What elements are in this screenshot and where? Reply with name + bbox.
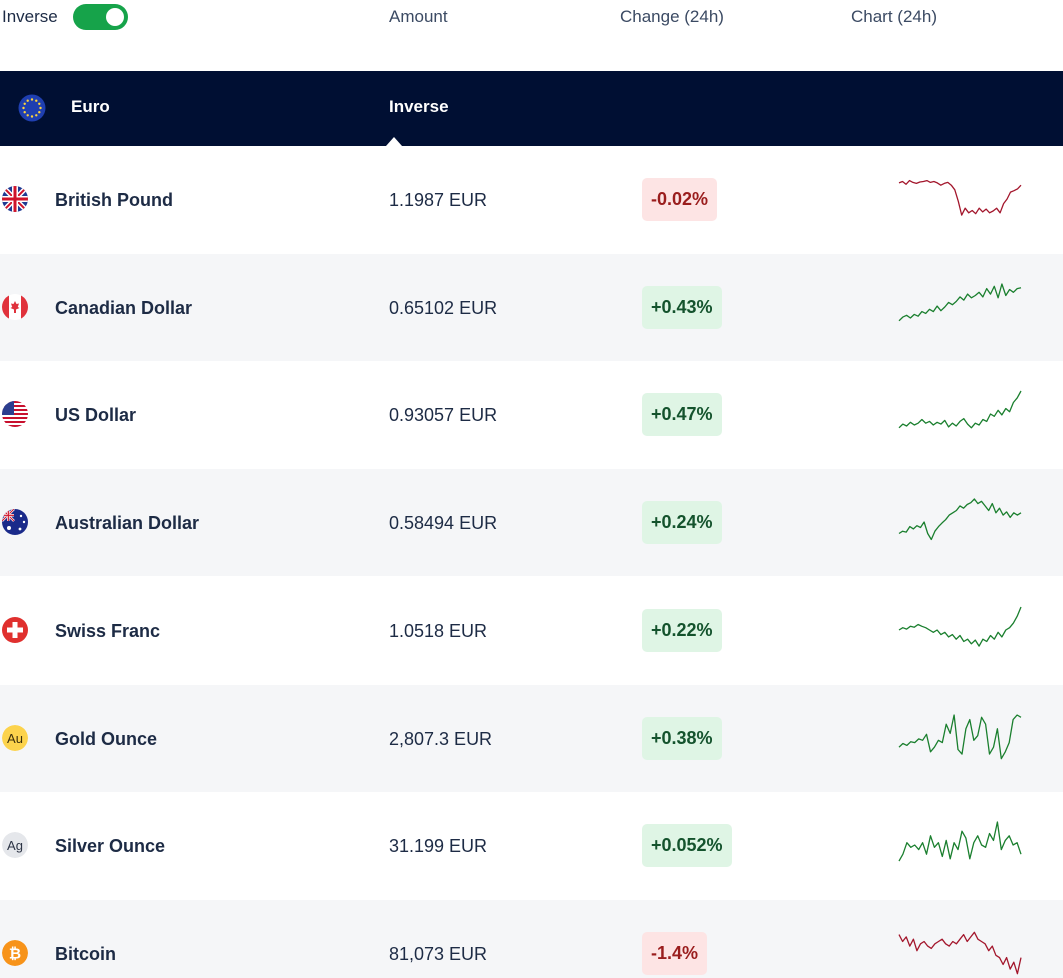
currency-amount: 0.58494 EUR bbox=[389, 513, 498, 533]
currency-name[interactable]: Gold Ounce bbox=[55, 729, 158, 749]
australia-flag-icon bbox=[2, 509, 28, 535]
bitcoin-icon: ₿ bbox=[2, 940, 28, 966]
inverse-toggle-label: Inverse bbox=[2, 7, 58, 26]
currency-amount: 1.1987 EUR bbox=[389, 190, 488, 210]
change-badge: +0.22% bbox=[642, 609, 722, 652]
svg-text:Ag: Ag bbox=[7, 838, 23, 853]
sparkline-series bbox=[898, 179, 1022, 216]
change-badge: +0.38% bbox=[642, 717, 722, 760]
sparkline-chart bbox=[898, 606, 1022, 647]
change-badge: +0.052% bbox=[642, 824, 732, 867]
table-row[interactable]: Swiss Franc 1.0518 EUR +0.22% bbox=[0, 577, 1063, 684]
change-badge: +0.43% bbox=[642, 286, 722, 329]
gold-icon: Au bbox=[2, 725, 28, 751]
change-badge: -0.02% bbox=[642, 178, 718, 221]
silver-icon: Ag bbox=[2, 832, 28, 858]
us-flag-icon bbox=[2, 401, 28, 427]
inverse-toggle[interactable] bbox=[73, 4, 128, 30]
sparkline-series bbox=[898, 390, 1022, 429]
currency-name[interactable]: US Dollar bbox=[55, 405, 137, 425]
sparkline-series bbox=[898, 714, 1022, 760]
currency-name[interactable]: Swiss Franc bbox=[55, 621, 161, 641]
uk-flag-icon bbox=[2, 186, 28, 212]
change-badge: +0.24% bbox=[642, 501, 722, 544]
column-header-amount[interactable]: Amount bbox=[389, 7, 448, 26]
sparkline-chart bbox=[898, 390, 1022, 429]
currency-amount: 2,807.3 EUR bbox=[389, 729, 493, 749]
base-currency-band: Euro Inverse bbox=[0, 71, 1063, 146]
table-row[interactable]: Australian Dollar 0.58494 EUR +0.24% bbox=[0, 469, 1063, 576]
currency-name[interactable]: Australian Dollar bbox=[55, 513, 200, 533]
sparkline-chart bbox=[898, 931, 1022, 975]
base-currency-name[interactable]: Euro bbox=[71, 97, 110, 116]
table-row[interactable]: Canadian Dollar 0.65102 EUR +0.43% bbox=[0, 254, 1063, 361]
table-header: Inverse Amount Change (24h) Chart (24h) bbox=[0, 0, 1063, 70]
table-row[interactable]: ₿ Bitcoin 81,073 EUR -1.4% bbox=[0, 900, 1063, 978]
toggle-knob bbox=[106, 8, 124, 26]
svg-text:Au: Au bbox=[7, 731, 23, 746]
sparkline-series bbox=[898, 606, 1022, 647]
sparkline-series bbox=[898, 283, 1022, 322]
currency-amount: 1.0518 EUR bbox=[389, 621, 488, 641]
sparkline-chart bbox=[898, 179, 1022, 216]
sparkline-chart bbox=[898, 821, 1022, 862]
canada-flag-icon bbox=[2, 294, 28, 320]
table-row[interactable]: US Dollar 0.93057 EUR +0.47% bbox=[0, 361, 1063, 468]
change-badge: +0.47% bbox=[642, 393, 722, 436]
table-row[interactable]: Au Gold Ounce 2,807.3 EUR +0.38% bbox=[0, 685, 1063, 792]
currency-amount: 81,073 EUR bbox=[389, 944, 488, 964]
sparkline-chart bbox=[898, 498, 1022, 541]
column-header-change[interactable]: Change (24h) bbox=[620, 7, 724, 26]
currency-name[interactable]: Bitcoin bbox=[55, 944, 116, 964]
sparkline-chart bbox=[898, 283, 1022, 322]
sparkline-series bbox=[898, 931, 1022, 975]
active-tab-caret bbox=[386, 137, 402, 146]
currency-name[interactable]: Canadian Dollar bbox=[55, 298, 193, 318]
currency-amount: 0.65102 EUR bbox=[389, 298, 498, 318]
currency-amount: 31.199 EUR bbox=[389, 836, 488, 856]
change-badge: -1.4% bbox=[642, 932, 708, 975]
table-row[interactable]: Ag Silver Ounce 31.199 EUR +0.052% bbox=[0, 792, 1063, 899]
eu-flag-icon bbox=[18, 94, 46, 122]
swiss-flag-icon bbox=[2, 617, 28, 643]
tab-inverse[interactable]: Inverse bbox=[389, 97, 449, 116]
currency-amount: 0.93057 EUR bbox=[389, 405, 498, 425]
sparkline-series bbox=[898, 498, 1022, 541]
sparkline-chart bbox=[898, 714, 1022, 760]
table-row[interactable]: British Pound 1.1987 EUR -0.02% bbox=[0, 146, 1063, 253]
column-header-chart: Chart (24h) bbox=[851, 7, 937, 26]
svg-text:₿: ₿ bbox=[9, 946, 21, 963]
currency-name[interactable]: Silver Ounce bbox=[55, 836, 166, 856]
currency-name[interactable]: British Pound bbox=[55, 190, 173, 210]
sparkline-series bbox=[898, 821, 1022, 862]
